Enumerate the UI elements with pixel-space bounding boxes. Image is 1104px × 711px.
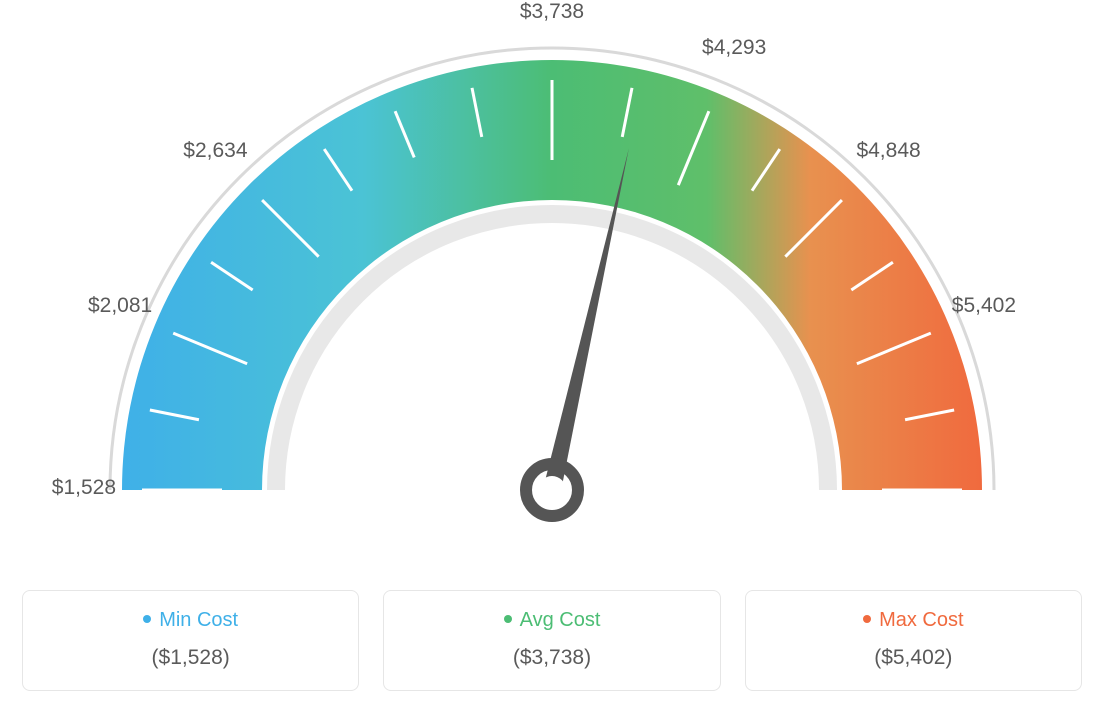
- scale-label: $3,738: [512, 0, 592, 24]
- scale-label: $5,402: [952, 294, 1032, 318]
- legend-title-max-text: Max Cost: [879, 609, 963, 631]
- legend-title-min-text: Min Cost: [159, 609, 238, 631]
- legend-row: Min Cost ($1,528) Avg Cost ($3,738) Max …: [22, 590, 1082, 691]
- scale-label: $2,634: [175, 139, 255, 163]
- legend-card-max: Max Cost ($5,402): [745, 590, 1082, 691]
- legend-title-max: Max Cost: [754, 609, 1073, 632]
- scale-label: $4,848: [849, 139, 929, 163]
- dot-icon: [863, 615, 871, 623]
- legend-title-avg-text: Avg Cost: [520, 609, 601, 631]
- legend-value-avg: ($3,738): [392, 646, 711, 670]
- dot-icon: [504, 615, 512, 623]
- legend-title-min: Min Cost: [31, 609, 350, 632]
- scale-label: $4,293: [694, 36, 774, 60]
- legend-value-max: ($5,402): [754, 646, 1073, 670]
- gauge-chart: $1,528$2,081$2,634$3,738$4,293$4,848$5,4…: [22, 20, 1082, 550]
- dot-icon: [143, 615, 151, 623]
- legend-card-min: Min Cost ($1,528): [22, 590, 359, 691]
- scale-label: $2,081: [72, 294, 152, 318]
- legend-card-avg: Avg Cost ($3,738): [383, 590, 720, 691]
- legend-value-min: ($1,528): [31, 646, 350, 670]
- gauge-svg: [22, 20, 1082, 550]
- scale-label: $1,528: [36, 476, 116, 500]
- legend-title-avg: Avg Cost: [392, 609, 711, 632]
